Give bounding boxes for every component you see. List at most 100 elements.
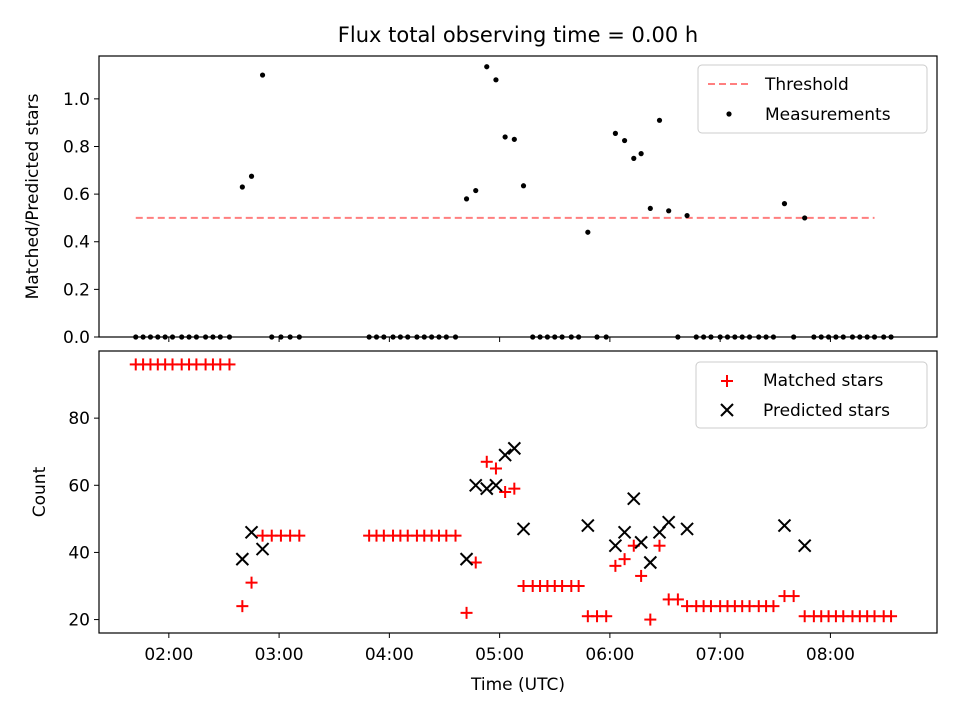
predicted-stars-layer: [235, 441, 812, 570]
matched-star-marker: [618, 553, 631, 566]
x-tick-label: 02:00: [144, 645, 193, 665]
matched-star-marker: [644, 613, 657, 626]
predicted-star-marker: [235, 552, 250, 566]
measurement-point: [631, 155, 637, 161]
threshold-legend-label: Threshold: [764, 75, 849, 95]
measurement-point: [684, 212, 690, 219]
matched-star-marker: [469, 556, 482, 569]
measurement-point: [802, 215, 808, 221]
matched-star-marker: [236, 600, 249, 613]
predicted-star-marker: [617, 525, 632, 539]
matched-star-marker: [600, 610, 613, 623]
predicted-star-marker: [661, 515, 676, 529]
predicted-star-marker: [244, 525, 259, 539]
ratio-y-tick-label: 0.2: [63, 280, 90, 300]
matched-star-marker: [499, 486, 512, 498]
measurements-legend-marker: [726, 111, 732, 117]
measurement-point: [463, 196, 470, 202]
matched-star-marker: [767, 600, 780, 613]
measurement-point: [248, 173, 255, 179]
predicted-star-marker: [516, 522, 531, 536]
measurement-point: [666, 208, 672, 214]
ratio-y-axis-label: Matched/Predicted stars: [23, 93, 43, 299]
count-x-ticks: 02:00 03:00 04:00 05:00 06:00 07:00 08:00: [144, 633, 855, 665]
matched-star-marker: [480, 455, 493, 468]
predicted-legend-label: Predicted stars: [763, 401, 890, 421]
matched-legend-marker: [721, 375, 733, 387]
ratio-legend: Threshold Measurements: [697, 64, 928, 134]
matched-star-marker: [609, 559, 622, 572]
measurement-point: [647, 205, 653, 212]
measurement-point: [612, 130, 618, 136]
ratio-y-tick-label: 1.0: [63, 90, 90, 110]
measurement-point: [484, 64, 490, 70]
predicted-star-marker: [489, 478, 503, 492]
predicted-star-marker: [469, 478, 483, 492]
measurements-legend-label: Measurements: [765, 105, 891, 125]
measurement-point: [781, 201, 788, 207]
ratio-panel: 0.0 0.2 0.4 0.6 0.8 1.0 Matched/Predicted sta…: [23, 55, 938, 348]
measurement-point: [621, 137, 628, 144]
matched-star-marker: [293, 529, 306, 542]
chart-title: Flux total observing time = 0.00 h: [338, 23, 698, 47]
x-tick-label: 06:00: [585, 645, 634, 665]
x-tick-label: 07:00: [696, 645, 745, 665]
matched-star-marker: [787, 590, 800, 603]
ratio-y-ticks: 0.0 0.2 0.4 0.6 0.8 1.0: [63, 90, 99, 348]
predicted-star-marker: [634, 535, 648, 550]
predicted-star-marker: [507, 441, 522, 456]
measurement-point: [656, 117, 663, 123]
ratio-y-tick-label: 0.4: [63, 233, 90, 253]
ratio-legend-box: [697, 64, 928, 134]
count-y-tick-label: 20: [68, 611, 90, 631]
measurement-point: [511, 136, 517, 142]
predicted-star-marker: [627, 492, 641, 506]
measurement-point: [638, 151, 644, 157]
predicted-star-marker: [498, 448, 512, 462]
ratio-y-tick-label: 0.0: [63, 328, 90, 348]
matched-star-marker: [449, 529, 462, 542]
x-tick-label: 05:00: [475, 645, 524, 665]
x-tick-label: 03:00: [255, 645, 304, 665]
matched-star-marker: [489, 462, 502, 475]
measurement-points-layer: [133, 64, 894, 340]
predicted-star-marker: [480, 481, 494, 496]
matched-star-marker: [653, 539, 666, 552]
count-legend-box: [695, 361, 928, 429]
predicted-star-marker: [459, 552, 474, 566]
measurement-point: [585, 229, 591, 235]
predicted-star-marker: [581, 518, 595, 533]
ratio-y-tick-label: 0.8: [63, 137, 90, 157]
matched-star-marker: [885, 610, 898, 623]
ratio-plot-frame: [98, 55, 938, 338]
matched-star-marker: [572, 580, 585, 592]
count-y-tick-label: 40: [68, 543, 90, 563]
count-y-tick-label: 60: [68, 476, 90, 496]
predicted-star-marker: [255, 542, 270, 556]
x-tick-label: 08:00: [806, 645, 855, 665]
predicted-legend-marker: [720, 403, 734, 417]
ratio-x-ticks: [168, 337, 831, 342]
matched-star-marker: [671, 593, 684, 606]
predicted-star-marker: [797, 539, 812, 553]
predicted-star-marker: [777, 518, 792, 533]
measurement-point: [493, 77, 499, 83]
predicted-star-marker: [680, 522, 694, 536]
x-tick-label: 04:00: [365, 645, 414, 665]
matched-stars-layer: [129, 358, 898, 626]
count-legend: Matched stars Predicted stars: [695, 361, 928, 429]
matched-star-marker: [508, 482, 521, 495]
matched-star-marker: [223, 358, 236, 371]
x-axis-label: Time (UTC): [470, 675, 565, 695]
matched-legend-label: Matched stars: [763, 371, 883, 391]
matched-star-marker: [635, 569, 648, 582]
predicted-star-marker: [608, 539, 623, 553]
measurement-point: [502, 134, 508, 140]
count-plot-frame: [98, 350, 938, 634]
measurement-point: [259, 72, 266, 78]
count-y-ticks: 20 40 60 80: [68, 409, 99, 631]
count-y-axis-label: Count: [30, 466, 50, 517]
measurement-point: [520, 183, 527, 189]
